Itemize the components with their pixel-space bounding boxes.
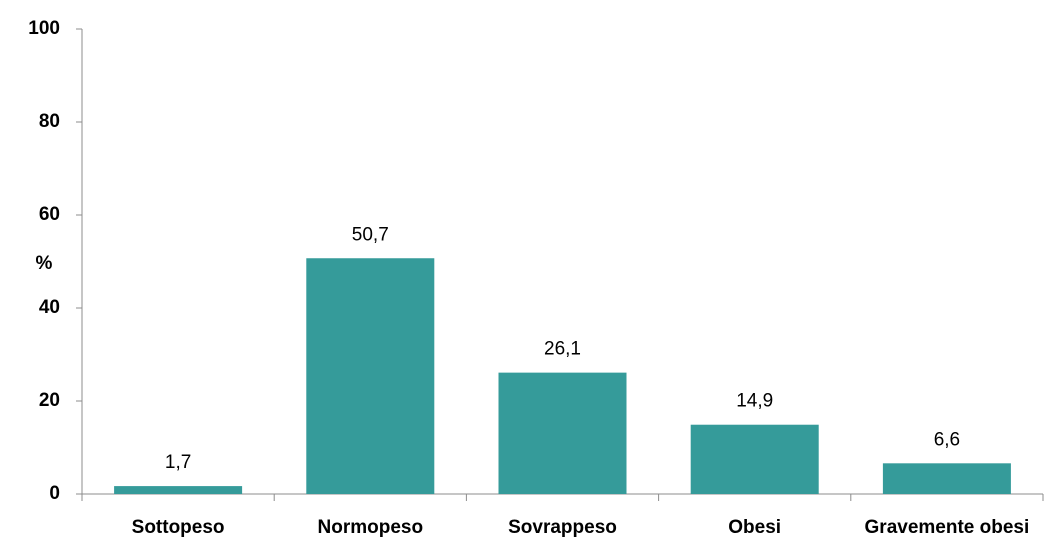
bar: [690, 424, 819, 494]
y-tick-label: 20: [39, 390, 60, 411]
y-tick-label: 80: [39, 111, 60, 132]
data-label: 14,9: [736, 391, 773, 412]
bar: [498, 372, 627, 494]
x-tick-label: Sovrappeso: [508, 517, 617, 538]
data-label: 26,1: [544, 339, 581, 360]
x-tick-label: Sottopeso: [132, 517, 225, 538]
data-label: 1,7: [165, 452, 191, 473]
y-tick-label: 0: [49, 483, 60, 504]
y-axis-label: %: [36, 253, 53, 274]
bar: [882, 463, 1011, 494]
x-tick-label: Obesi: [728, 517, 781, 538]
y-tick-label: 100: [28, 18, 60, 39]
x-tick-label: Gravemente obesi: [865, 517, 1030, 538]
y-tick-label: 40: [39, 297, 60, 318]
x-tick-label: Normopeso: [318, 517, 424, 538]
data-label: 6,6: [934, 429, 960, 450]
data-label: 50,7: [352, 224, 389, 245]
bar: [114, 486, 243, 494]
y-tick-label: 60: [39, 204, 60, 225]
bar: [306, 258, 435, 494]
